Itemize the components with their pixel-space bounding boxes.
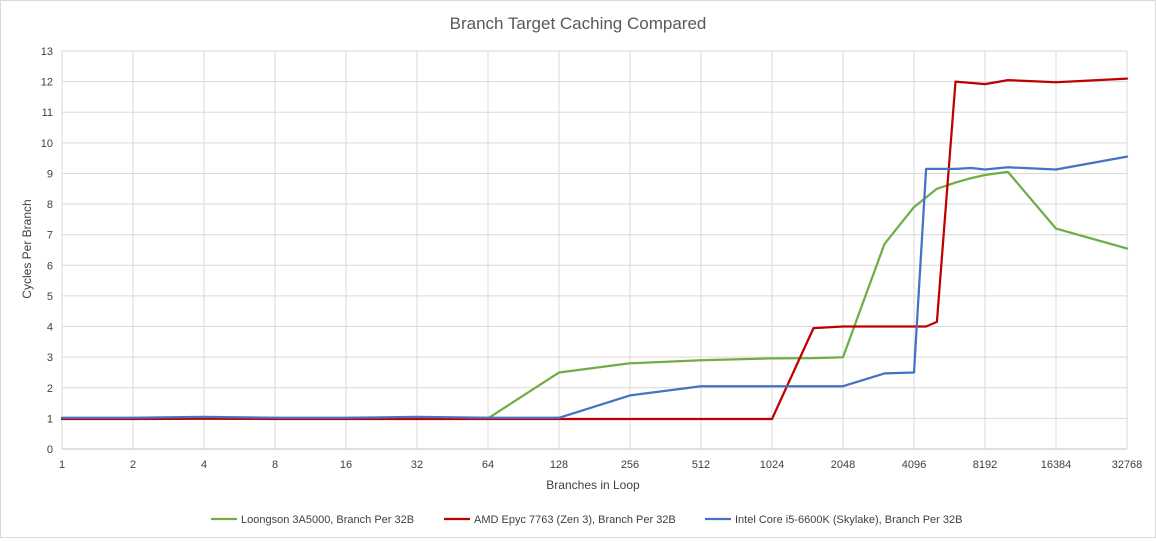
y-tick-label: 4 — [47, 322, 53, 334]
x-tick-label: 32768 — [1112, 459, 1143, 471]
y-tick-label: 0 — [47, 444, 53, 456]
x-tick-label: 4096 — [902, 459, 926, 471]
x-tick-label: 4 — [201, 459, 207, 471]
gridlines — [61, 50, 1128, 450]
y-tick-label: 10 — [41, 138, 53, 150]
x-tick-label: 512 — [692, 459, 710, 471]
x-tick-label: 1024 — [760, 459, 784, 471]
legend-label: Intel Core i5-6600K (Skylake), Branch Pe… — [735, 514, 962, 526]
y-tick-label: 11 — [42, 107, 53, 119]
y-tick-label: 9 — [47, 168, 53, 180]
x-tick-label: 2 — [130, 459, 136, 471]
y-tick-label: 12 — [41, 77, 53, 89]
chart-title: Branch Target Caching Compared — [450, 14, 707, 33]
y-tick-label: 7 — [47, 230, 53, 242]
x-tick-label: 128 — [550, 459, 568, 471]
x-tick-label: 8192 — [973, 459, 997, 471]
x-tick-label: 1 — [59, 459, 65, 471]
x-axis-title: Branches in Loop — [546, 478, 640, 492]
series-lines — [60, 77, 1129, 421]
legend-label: AMD Epyc 7763 (Zen 3), Branch Per 32B — [474, 514, 676, 526]
x-tick-label: 8 — [272, 459, 278, 471]
series-line — [60, 170, 1129, 420]
legend-entry: Loongson 3A5000, Branch Per 32B — [211, 514, 414, 526]
x-tick-label: 256 — [621, 459, 639, 471]
x-tick-label: 2048 — [831, 459, 855, 471]
x-tick-label: 16 — [340, 459, 352, 471]
y-tick-label: 13 — [41, 46, 53, 58]
y-tick-label: 3 — [47, 352, 53, 364]
y-tick-label: 8 — [47, 199, 53, 211]
y-tick-label: 2 — [47, 383, 53, 395]
x-axis-tick-labels: 1 2 4 8 16 32 64 128 256 512 1024 2048 4096 8192 16384… — [59, 459, 1142, 471]
x-tick-label: 64 — [482, 459, 494, 471]
x-tick-label: 32 — [411, 459, 423, 471]
y-tick-label: 6 — [47, 260, 53, 272]
legend-entry: AMD Epyc 7763 (Zen 3), Branch Per 32B — [444, 514, 676, 526]
legend-label: Loongson 3A5000, Branch Per 32B — [241, 514, 414, 526]
y-tick-label: 5 — [47, 291, 53, 303]
legend: Loongson 3A5000, Branch Per 32B AMD Epyc … — [211, 514, 962, 526]
series-line — [60, 77, 1129, 421]
y-axis-title: Cycles Per Branch — [20, 199, 34, 298]
x-tick-label: 16384 — [1041, 459, 1072, 471]
legend-entry: Intel Core i5-6600K (Skylake), Branch Pe… — [705, 514, 962, 526]
y-tick-label: 1 — [47, 413, 53, 425]
series-line — [60, 155, 1129, 419]
